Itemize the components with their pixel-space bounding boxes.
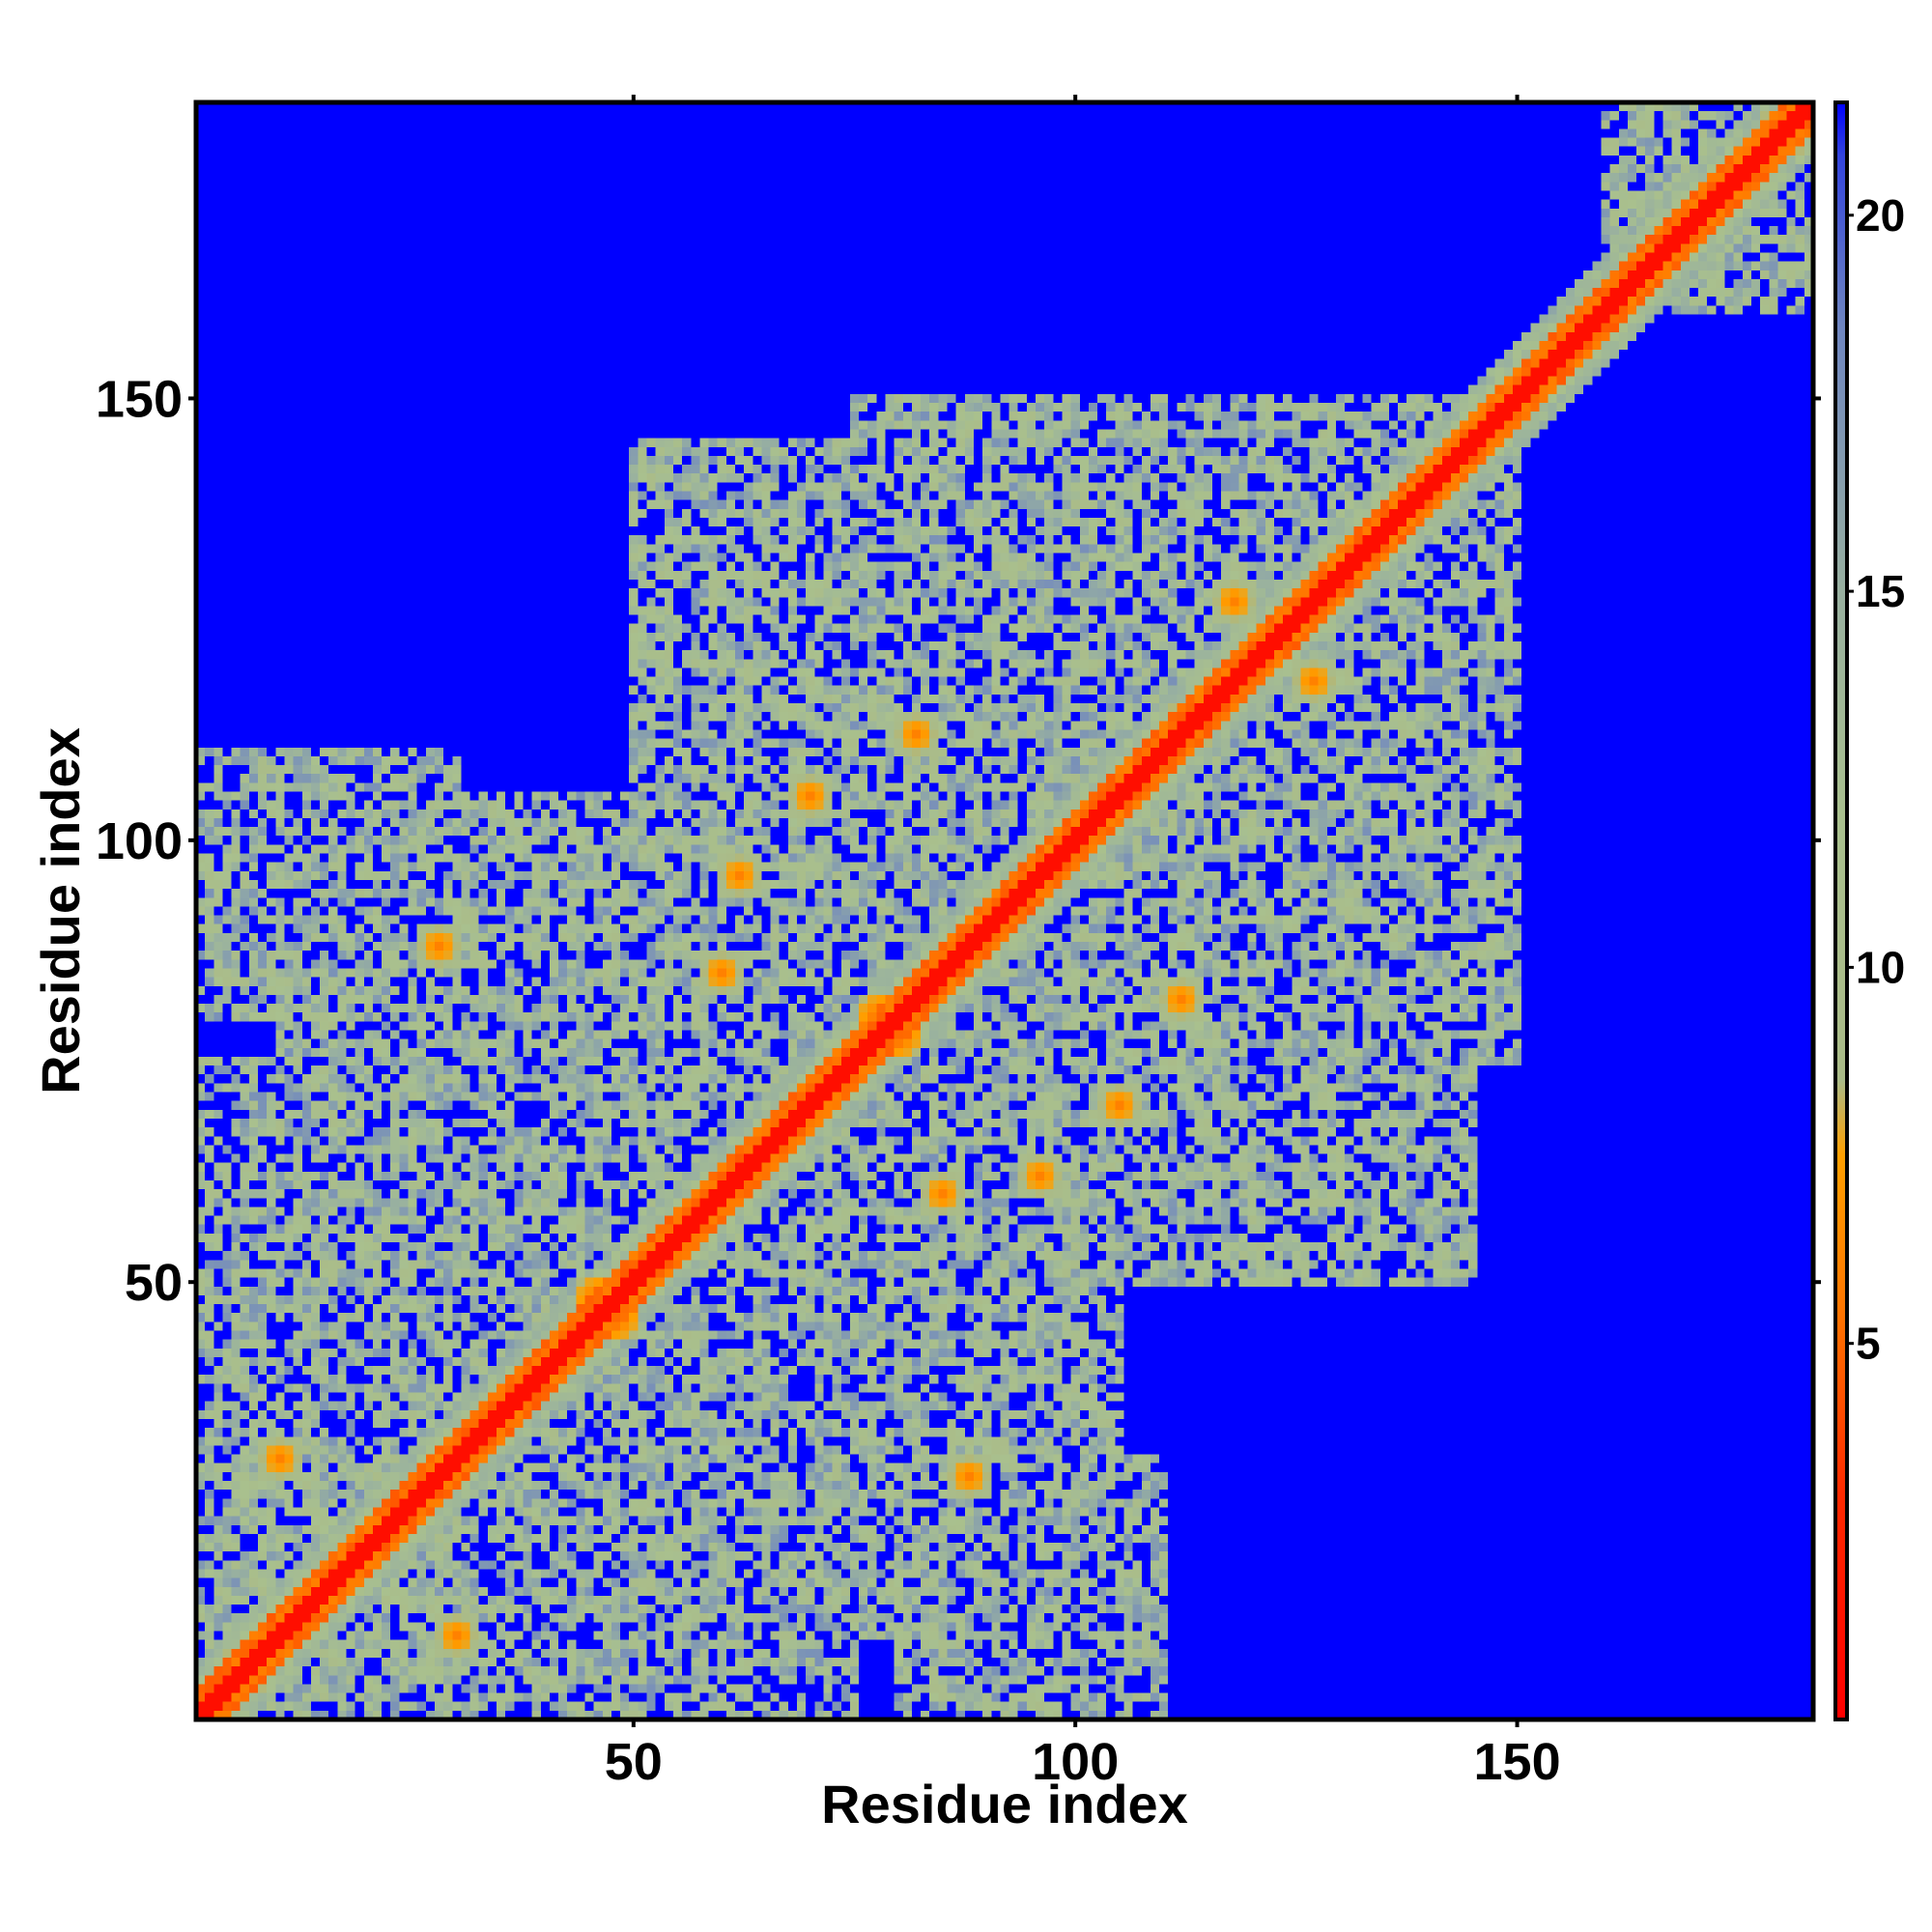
- colorbar-frame: [1833, 100, 1849, 1721]
- colorbar-tick-label: 5: [1856, 1319, 1881, 1369]
- colorbar-tick-label: 15: [1856, 566, 1905, 616]
- colorbar-tick-label: 10: [1856, 942, 1905, 992]
- x-axis-ticks: 50 100 150: [605, 95, 1561, 1791]
- heatmap-cells: [196, 102, 1813, 1719]
- x-axis-title: Residue index: [821, 1774, 1188, 1834]
- colorbar: [1835, 102, 1847, 1719]
- x-tick-label: 100: [1032, 1733, 1119, 1791]
- y-tick-label: 100: [96, 812, 183, 870]
- y-axis-title: Residue index: [30, 727, 91, 1094]
- x-tick-label: 50: [605, 1733, 663, 1791]
- y-tick-label: 150: [96, 370, 183, 428]
- colorbar-tick-label: 20: [1856, 190, 1905, 241]
- y-axis-ticks: 50 100 150: [96, 370, 1821, 1312]
- y-tick-label: 50: [125, 1254, 183, 1312]
- x-tick-label: 150: [1474, 1733, 1561, 1791]
- plot-frame: [193, 99, 1816, 1722]
- colorbar-ticks: 5 10 15 20: [1847, 190, 1905, 1369]
